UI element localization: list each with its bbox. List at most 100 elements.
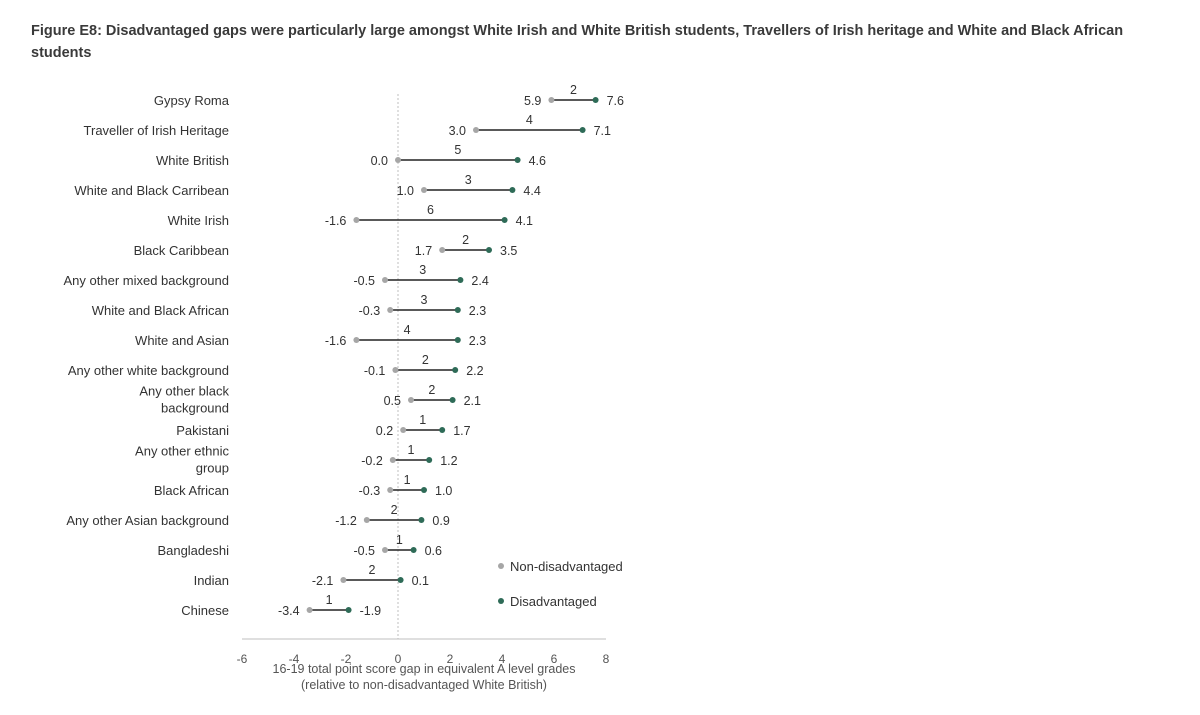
non-disadvantaged-value-label: -0.5	[353, 274, 375, 288]
disadvantaged-value-label: 2.3	[469, 334, 486, 348]
gap-value-label: 2	[369, 563, 376, 577]
gap-value-label: 2	[428, 383, 435, 397]
disadvantaged-point	[454, 337, 461, 343]
non-disadvantaged-point	[400, 427, 407, 433]
x-axis-title: (relative to non-disadvantaged White Bri…	[301, 678, 547, 692]
category-label: White and Asian	[135, 333, 229, 348]
disadvantaged-point	[486, 247, 492, 253]
disadvantaged-point	[452, 367, 459, 373]
non-disadvantaged-value-label: -1.6	[325, 334, 347, 348]
disadvantaged-value-label: 1.0	[435, 484, 452, 498]
x-tick-label: 6	[551, 652, 558, 666]
non-disadvantaged-value-label: -0.3	[359, 304, 381, 318]
gap-value-label: 4	[526, 113, 533, 127]
non-disadvantaged-value-label: 0.5	[384, 394, 401, 408]
gap-value-label: 3	[421, 293, 428, 307]
disadvantaged-value-label: 1.7	[453, 424, 470, 438]
category-label: Any other Asian background	[66, 513, 229, 528]
disadvantaged-value-label: 0.1	[412, 574, 429, 588]
disadvantaged-value-label: 2.1	[464, 394, 481, 408]
gap-value-label: 1	[396, 533, 403, 547]
gap-value-label: 1	[408, 443, 415, 457]
non-disadvantaged-point	[382, 277, 388, 283]
x-tick-label: -2	[341, 652, 352, 666]
disadvantaged-point	[514, 157, 521, 163]
non-disadvantaged-point	[306, 607, 313, 613]
disadvantaged-value-label: 4.1	[516, 214, 533, 228]
non-disadvantaged-point	[389, 457, 396, 463]
disadvantaged-value-label: 7.6	[607, 94, 624, 108]
gap-value-label: 4	[404, 323, 411, 337]
gap-value-label: 2	[422, 353, 429, 367]
non-disadvantaged-value-label: 5.9	[524, 94, 541, 108]
gap-value-label: 2	[391, 503, 398, 517]
category-label: Black Caribbean	[134, 243, 229, 258]
non-disadvantaged-value-label: -0.5	[353, 544, 375, 558]
category-label: Traveller of Irish Heritage	[84, 123, 229, 138]
non-disadvantaged-value-label: 1.0	[397, 184, 414, 198]
non-disadvantaged-value-label: 0.2	[376, 424, 393, 438]
gap-value-label: 2	[570, 83, 577, 97]
disadvantaged-point	[439, 427, 446, 433]
non-disadvantaged-point	[408, 397, 414, 403]
category-label: Chinese	[181, 603, 229, 618]
non-disadvantaged-point	[473, 127, 479, 133]
gap-value-label: 1	[326, 593, 333, 607]
x-tick-label: 2	[447, 652, 454, 666]
category-label: Any other ethnic	[135, 444, 229, 459]
category-label: Black African	[154, 483, 229, 498]
disadvantaged-value-label: 7.1	[594, 124, 611, 138]
non-disadvantaged-value-label: -1.6	[325, 214, 347, 228]
disadvantaged-value-label: 2.2	[466, 364, 483, 378]
gap-value-label: 3	[465, 173, 472, 187]
non-disadvantaged-value-label: -1.2	[335, 514, 357, 528]
non-disadvantaged-point	[387, 487, 394, 493]
disadvantaged-value-label: 2.3	[469, 304, 486, 318]
x-tick-label: -4	[289, 652, 300, 666]
category-label: Indian	[194, 573, 229, 588]
disadvantaged-value-label: -1.9	[360, 604, 382, 618]
non-disadvantaged-point	[340, 577, 347, 583]
category-label: group	[196, 461, 229, 476]
non-disadvantaged-value-label: 1.7	[415, 244, 432, 258]
gap-value-label: 1	[404, 473, 411, 487]
disadvantaged-value-label: 0.6	[425, 544, 442, 558]
gap-value-label: 6	[427, 203, 434, 217]
disadvantaged-point	[418, 517, 425, 523]
non-disadvantaged-point	[395, 157, 401, 163]
non-disadvantaged-value-label: -0.2	[361, 454, 383, 468]
category-label: White and Black Carribean	[74, 183, 229, 198]
disadvantaged-point	[421, 487, 427, 493]
non-disadvantaged-value-label: -3.4	[278, 604, 300, 618]
disadvantaged-point	[501, 217, 508, 223]
category-label: Any other black	[139, 384, 229, 399]
disadvantaged-point	[397, 577, 404, 583]
chart-title: Figure E8: Disadvantaged gaps were parti…	[31, 23, 1124, 61]
x-tick-label: 8	[603, 652, 610, 666]
category-label: White and Black African	[92, 303, 229, 318]
x-tick-label: 4	[499, 652, 506, 666]
gap-value-label: 5	[454, 143, 461, 157]
gap-value-label: 1	[419, 413, 426, 427]
disadvantaged-value-label: 2.4	[471, 274, 488, 288]
non-disadvantaged-point	[363, 517, 370, 523]
non-disadvantaged-value-label: 3.0	[449, 124, 466, 138]
category-label: Pakistani	[176, 423, 229, 438]
legend-marker	[498, 598, 504, 604]
non-disadvantaged-point	[387, 307, 394, 313]
category-label: background	[161, 401, 229, 416]
non-disadvantaged-value-label: -0.1	[364, 364, 386, 378]
category-label: Bangladeshi	[157, 543, 229, 558]
non-disadvantaged-point	[382, 547, 388, 553]
disadvantaged-value-label: 0.9	[432, 514, 449, 528]
non-disadvantaged-value-label: -2.1	[312, 574, 334, 588]
disadvantaged-point	[426, 457, 433, 463]
non-disadvantaged-point	[353, 337, 360, 343]
disadvantaged-value-label: 4.4	[523, 184, 540, 198]
legend-marker	[498, 563, 504, 569]
non-disadvantaged-point	[421, 187, 427, 193]
disadvantaged-point	[410, 547, 417, 553]
non-disadvantaged-point	[353, 217, 360, 223]
